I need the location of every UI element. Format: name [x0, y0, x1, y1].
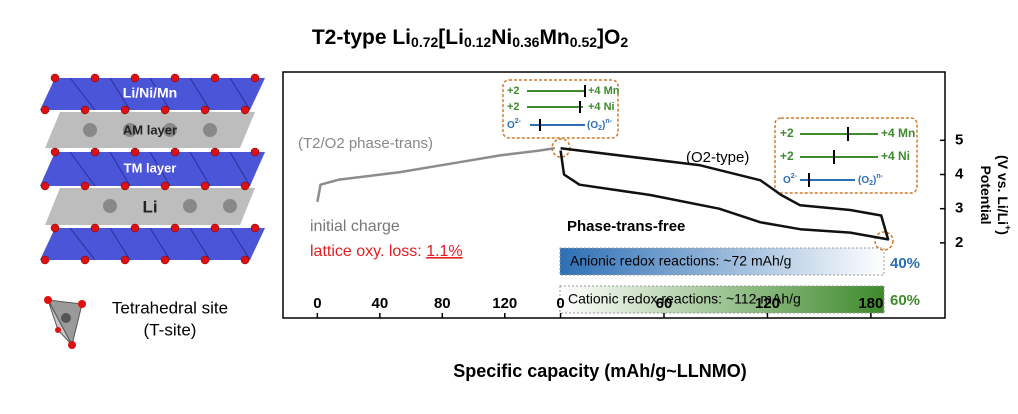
series-label: (O2-type) [686, 149, 749, 166]
title-part: Ni [491, 26, 512, 49]
ox-state: +2 [507, 101, 520, 113]
anionic-bar [559, 247, 885, 276]
tm-layer [40, 228, 265, 260]
x-tick-label: 120 [755, 295, 780, 312]
x-axis-label: Specific capacity (mAh/g~LLNMO) [453, 361, 747, 381]
layer-label: Li/Ni/Mn [123, 85, 177, 101]
li-layer [45, 188, 255, 225]
ox-state: +4 Ni [881, 149, 910, 163]
structure: Li/Ni/Mn AM layer TM layer Li Tetrahedra… [40, 73, 265, 349]
y-tick-label: 4 [955, 165, 964, 182]
annotation-part: 1.1% [426, 243, 462, 260]
y-tick-label: 5 [955, 131, 963, 148]
ox-state: +2 [507, 85, 520, 97]
title-part: [Li [438, 26, 464, 49]
oxygen-atoms [40, 73, 260, 265]
layer-label: Li [142, 197, 157, 216]
ox-state: +2 [780, 149, 794, 163]
annotation-part: lattice oxy. loss: [310, 243, 426, 260]
x-tick-label: 80 [434, 295, 451, 312]
redox-box: +2 +4 Mn +2 +4 Ni O2- (O2)n- [502, 79, 620, 139]
highlight [874, 231, 894, 251]
layer-label: AM layer [123, 122, 177, 137]
am-layer [45, 112, 255, 148]
tm-layer [40, 152, 265, 186]
site-label: (T-site) [144, 320, 197, 339]
layer-label: TM layer [124, 160, 177, 175]
series-label: initial charge [310, 218, 400, 235]
x-tick-label: 0 [556, 295, 564, 312]
ox-state: +4 Mn [588, 85, 620, 97]
x-tick-label: 40 [371, 295, 388, 312]
title-sub: 0.36 [512, 34, 539, 50]
bar-share: 40% [890, 255, 920, 272]
title-sub: 2 [620, 34, 628, 50]
redox-box: +2 +4 Mn +2 +4 Ni O2- (O2)n- [774, 117, 918, 194]
ox-state: O2- [507, 118, 522, 131]
title-part: Mn [539, 26, 569, 49]
y-tick-label: 3 [955, 200, 963, 217]
title-part: ]O [597, 26, 620, 49]
x-tick-label: 60 [656, 295, 673, 312]
tm-layer [40, 78, 265, 110]
ox-state: O2- [783, 173, 798, 186]
bar-label: Anionic redox reactions: ~72 mAh/g [570, 253, 791, 269]
ox-state: +2 [780, 126, 794, 140]
am-atoms [83, 123, 237, 213]
x-tick-label: 120 [492, 295, 517, 312]
cationic-bar [559, 285, 885, 314]
ox-state: +4 Ni [588, 101, 615, 113]
x-tick-label: 0 [313, 295, 321, 312]
y-axis-label: Potential(V vs. Li/Li+) [978, 155, 1012, 235]
title-part: T2-type Li [312, 26, 411, 49]
ox-state: (O2)n- [587, 118, 613, 132]
ox-state: +4 Mn [881, 126, 915, 140]
y-tick-label: 2 [955, 234, 963, 251]
bar-label: Cationic redox reactions: ~112 mAh/g [568, 291, 801, 307]
annotation: (T2/O2 phase-trans) [298, 135, 433, 152]
series-line [316, 146, 555, 203]
x-tick-label: 180 [858, 295, 883, 312]
octahedra-edges [69, 77, 251, 261]
site-label: Tetrahedral site [112, 298, 228, 317]
title-sub: 0.52 [570, 34, 597, 50]
plot-frame [282, 71, 946, 319]
annotation: Phase-trans-free [567, 218, 685, 235]
title-sub: 0.72 [411, 34, 438, 50]
series-line [559, 146, 890, 241]
bar-share: 60% [890, 292, 920, 309]
annotation: lattice oxy. loss: 1.1% [310, 243, 463, 260]
figure-title: T2-type Li0.72[Li0.12Ni0.36Mn0.52]O2 [312, 26, 629, 50]
ox-state: (O2)n- [858, 173, 884, 187]
highlight [551, 138, 571, 158]
tetrahedron-icon [44, 296, 86, 349]
title-sub: 0.12 [464, 34, 491, 50]
